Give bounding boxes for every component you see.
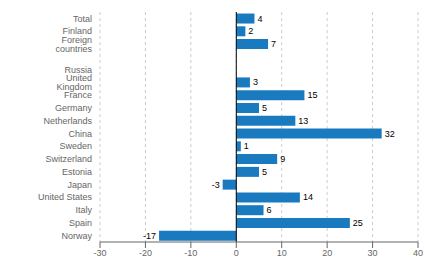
svg-text:Italy: Italy	[75, 205, 92, 215]
svg-text:Sweden: Sweden	[59, 141, 92, 151]
svg-text:-20: -20	[139, 248, 152, 258]
svg-text:-3: -3	[212, 180, 220, 190]
svg-text:5: 5	[262, 103, 267, 113]
svg-text:1: 1	[244, 141, 249, 151]
svg-text:Total: Total	[73, 14, 92, 24]
svg-text:9: 9	[280, 154, 285, 164]
svg-text:UnitedKingdom: UnitedKingdom	[56, 73, 92, 92]
svg-text:4: 4	[257, 14, 262, 24]
svg-text:-30: -30	[93, 248, 106, 258]
svg-text:France: France	[64, 90, 92, 100]
svg-text:Russia: Russia	[64, 64, 92, 75]
svg-text:Finland: Finland	[62, 26, 92, 37]
svg-text:25: 25	[353, 218, 363, 228]
svg-text:United States: United States	[38, 192, 93, 202]
svg-text:Norway: Norway	[61, 231, 92, 241]
svg-text:-10: -10	[184, 248, 197, 258]
svg-text:5: 5	[262, 167, 267, 177]
svg-text:Switzerland: Switzerland	[45, 154, 92, 164]
svg-text:13: 13	[298, 116, 308, 126]
svg-text:15: 15	[307, 90, 317, 100]
svg-text:40: 40	[413, 248, 423, 258]
svg-text:Foreigncountries: Foreigncountries	[55, 35, 92, 54]
svg-text:Spain: Spain	[69, 218, 92, 228]
svg-text:Estonia: Estonia	[62, 167, 92, 177]
svg-text:Japan: Japan	[67, 180, 92, 190]
svg-text:20: 20	[322, 248, 332, 258]
svg-text:Netherlands: Netherlands	[43, 116, 92, 126]
svg-text:0: 0	[234, 248, 239, 258]
svg-text:10: 10	[277, 248, 287, 258]
svg-text:14: 14	[303, 192, 313, 202]
svg-text:2: 2	[248, 26, 253, 36]
svg-text:3: 3	[253, 77, 258, 87]
svg-text:32: 32	[385, 129, 395, 139]
svg-text:6: 6	[267, 205, 272, 215]
svg-text:-17: -17	[143, 231, 156, 241]
svg-text:30: 30	[368, 248, 378, 258]
svg-text:Germany: Germany	[55, 103, 93, 113]
svg-text:7: 7	[271, 39, 276, 49]
svg-text:China: China	[68, 129, 92, 139]
